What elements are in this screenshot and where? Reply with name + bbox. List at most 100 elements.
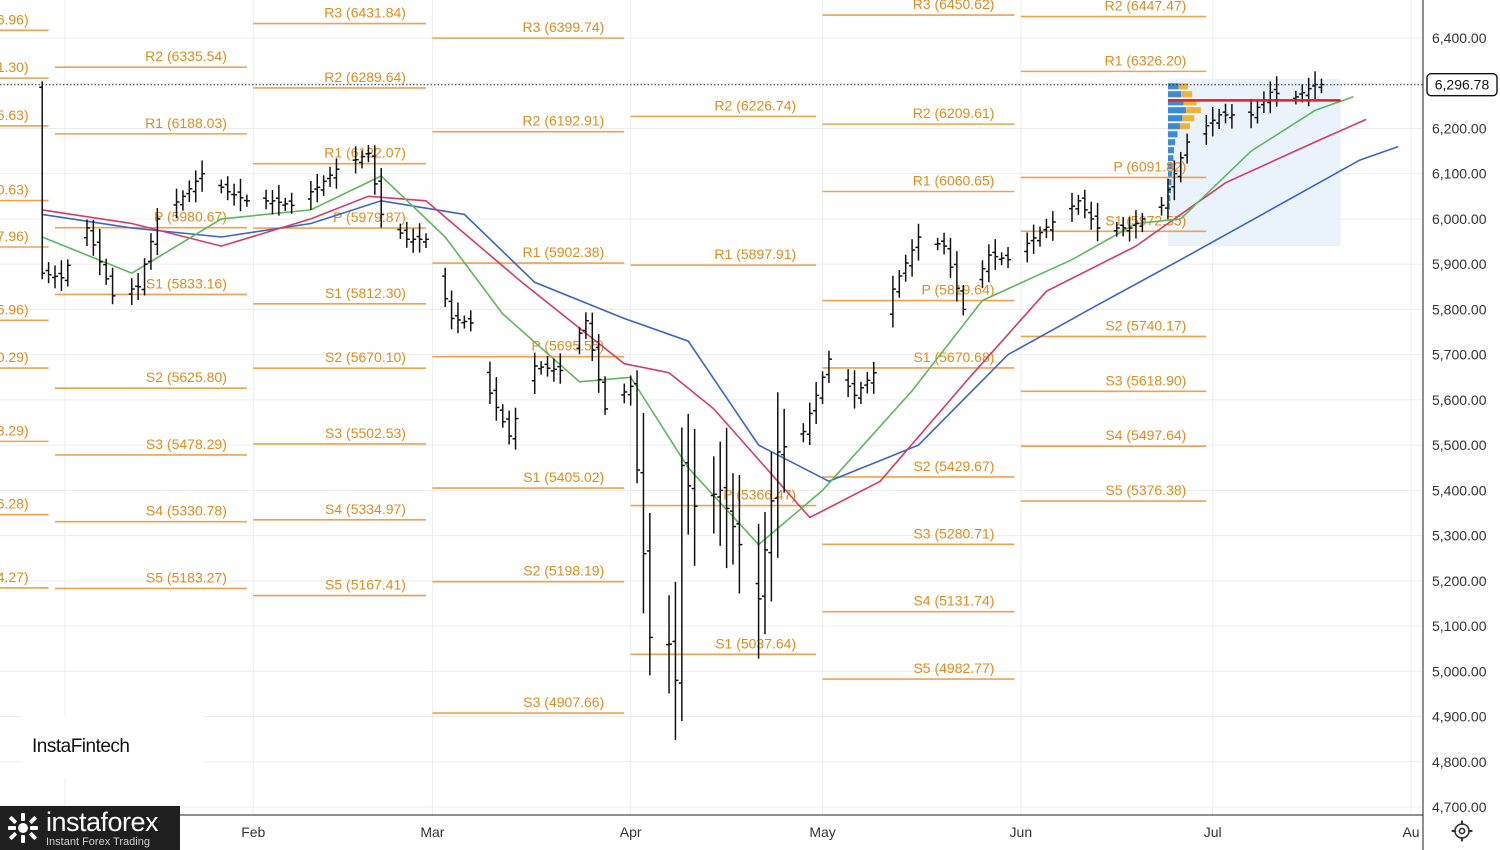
pivot-label-p: P (5695.55) xyxy=(531,338,604,354)
ma-slow-line xyxy=(42,145,1399,483)
pivot-label-p: P (6091.82) xyxy=(1113,158,1186,174)
pivot-label-r2: R2 (6209.61) xyxy=(913,105,995,121)
y-tick-label: 5,200.00 xyxy=(1432,573,1487,589)
volume-profile-bar xyxy=(1167,83,1179,90)
brand-name: instaforex xyxy=(46,806,159,837)
gear-icon[interactable] xyxy=(1451,820,1473,842)
y-tick-label: 5,800.00 xyxy=(1432,301,1487,317)
pivot-label-s5: S5 (5167.41) xyxy=(325,577,406,593)
pivot-label-s4: S4 (5497.64) xyxy=(1105,427,1186,443)
pivot-label-s3: S3 (5280.71) xyxy=(913,525,994,541)
pivot-label-r1: R1 (6326.20) xyxy=(1105,52,1187,68)
pivot-label-r1: R1 (6122.07) xyxy=(324,145,406,161)
volume-profile-bar xyxy=(1185,107,1201,114)
month-label: Au xyxy=(1402,824,1419,840)
volume-profile-bar xyxy=(1181,91,1193,98)
y-tick-label: 6,000.00 xyxy=(1432,211,1487,227)
pivot-label-s2: S2 (5198.19) xyxy=(523,563,604,579)
pivot-label-r2: R2 (6289.64) xyxy=(324,69,406,85)
volume-profile-bar xyxy=(1167,131,1178,138)
pivot-label-s5: S5 (5183.27) xyxy=(146,569,227,585)
volume-profile-bar xyxy=(1167,203,1170,210)
volume-profile-bar xyxy=(1167,123,1180,130)
month-label: Jul xyxy=(1204,824,1222,840)
instaforex-brand[interactable]: instaforex Instant Forex Trading xyxy=(0,806,180,850)
pivot-label-r3: R3 (6450.62) xyxy=(913,0,995,12)
y-tick-label: 6,200.00 xyxy=(1432,120,1487,136)
last-price-overlay: 6,296.78 xyxy=(0,72,1498,102)
volume-profile-bar xyxy=(1179,123,1190,130)
price-bars xyxy=(39,71,1325,741)
volume-profile-bar xyxy=(1167,171,1173,178)
volume-profile-bar xyxy=(1167,147,1174,154)
pivot-label-r1: R1 (5902.38) xyxy=(523,244,605,260)
pivot-label-r1: R1 (5897.91) xyxy=(714,246,796,262)
volume-profile-bar xyxy=(1183,99,1197,106)
pivot-label-p: 205.63) xyxy=(0,107,29,123)
pivot-label-r2: R2 (6226.74) xyxy=(714,97,796,113)
pivot-label-r3: R3 (6431.84) xyxy=(324,5,406,21)
month-label: Feb xyxy=(241,824,265,840)
volume-profile-bar xyxy=(1167,99,1184,106)
month-label: Mar xyxy=(420,824,444,840)
pivot-label-r2: R2 (6192.91) xyxy=(523,113,605,129)
volume-profile-bar xyxy=(1167,91,1182,98)
volume-profile-bar xyxy=(1167,155,1174,162)
pivot-label-s2: S2 (5429.67) xyxy=(913,458,994,474)
month-label: Jun xyxy=(1010,824,1033,840)
ma-fast-line xyxy=(41,96,1354,546)
brand-tagline: Instant Forex Trading xyxy=(46,835,150,848)
pivot-label-s1: S1 (5037.64) xyxy=(715,635,796,651)
volume-profile-bar xyxy=(1178,83,1188,90)
y-tick-label: 5,700.00 xyxy=(1432,347,1487,363)
pivot-label-s5: S5 (5376.38) xyxy=(1105,482,1186,498)
month-label: Apr xyxy=(620,824,642,840)
pivot-label-s6: 346.28) xyxy=(0,496,29,512)
pivot-label-s2: S2 (5625.80) xyxy=(146,369,227,385)
pivot-label-r2: R2 (6447.47) xyxy=(1105,0,1187,14)
pivot-label-r3: R3 (6399.74) xyxy=(523,19,605,35)
pivot-label-s1: S1 (5670.68) xyxy=(913,349,994,365)
volume-profile-bar xyxy=(1167,179,1172,186)
pivot-label-s1: 040.63) xyxy=(0,182,29,198)
pivot-label-s3: S3 (5478.29) xyxy=(146,436,227,452)
y-tick-label: 5,400.00 xyxy=(1432,482,1487,498)
y-tick-label: 5,500.00 xyxy=(1432,437,1487,453)
pivot-label-s1: S1 (5833.16) xyxy=(146,275,227,291)
y-tick-label: 6,100.00 xyxy=(1432,166,1487,182)
last-price-value: 6,296.78 xyxy=(1435,77,1490,93)
pivot-label-s1: S1 (5812.30) xyxy=(325,285,406,301)
pivot-label-s5: S5 (4982.77) xyxy=(913,660,994,676)
pivot-label-s2: 937.96) xyxy=(0,228,29,244)
pivot-label-p: P (5980.67) xyxy=(154,209,227,225)
volume-profile-bar xyxy=(1167,195,1171,202)
instaforex-logo-icon xyxy=(8,813,38,843)
pivot-label-s2: S2 (5740.17) xyxy=(1105,317,1186,333)
pivot-label-r1: R1 (6060.65) xyxy=(913,173,995,189)
pivot-label-s4: 670.29) xyxy=(0,349,29,365)
y-tick-label: 5,300.00 xyxy=(1432,528,1487,544)
y-tick-label: 5,600.00 xyxy=(1432,392,1487,408)
y-tick-label: 5,100.00 xyxy=(1432,618,1487,634)
month-label: May xyxy=(809,824,835,840)
y-tick-label: 5,000.00 xyxy=(1432,663,1487,679)
y-tick-label: 6,400.00 xyxy=(1432,30,1487,46)
pivot-label-r1: 311.30) xyxy=(0,59,29,75)
y-tick-label: 4,700.00 xyxy=(1432,799,1487,815)
y-tick-label: 4,900.00 xyxy=(1432,709,1487,725)
pivot-label-p: P (5819.64) xyxy=(922,282,995,298)
pivot-label-s3: S3 (4907.66) xyxy=(523,694,604,710)
instafintech-watermark: InstaFintech xyxy=(22,716,204,778)
pivot-label-r2: R2 (6335.54) xyxy=(145,48,227,64)
ma-mid-line xyxy=(42,118,1367,519)
moving-averages xyxy=(41,96,1399,546)
pivot-label-s5: 508.29) xyxy=(0,422,29,438)
volume-profile xyxy=(1167,78,1341,247)
pivot-label-s3: S3 (5618.90) xyxy=(1105,372,1186,388)
pivot-label-s4: S4 (5334.97) xyxy=(325,501,406,517)
volume-profile-bar xyxy=(1167,139,1176,146)
pivot-label-s3: S3 (5502.53) xyxy=(325,425,406,441)
volume-profile-bar xyxy=(1167,163,1173,170)
pivot-label-p: P (5979.87) xyxy=(333,209,406,225)
